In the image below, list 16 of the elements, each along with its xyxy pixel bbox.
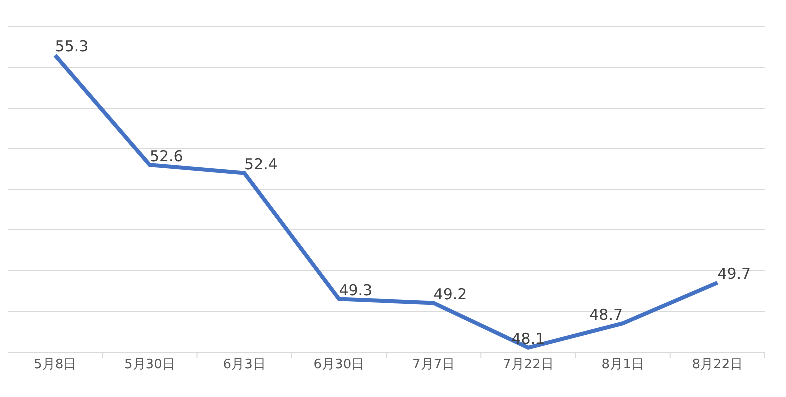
x-tick-label: 6月30日 xyxy=(314,358,365,373)
data-label: 55.3 xyxy=(55,38,89,56)
x-tick-label: 8月1日 xyxy=(602,358,644,373)
x-tick-label: 7月7日 xyxy=(412,358,456,373)
x-tick-label: 6月3日 xyxy=(223,358,266,373)
x-tick-label: 5月30日 xyxy=(124,358,176,373)
x-tick-label: 8月22日 xyxy=(692,358,744,373)
data-label: 48.7 xyxy=(590,306,624,324)
x-tick-label: 5月8日 xyxy=(34,358,77,373)
data-label: 52.6 xyxy=(150,147,184,166)
data-label: 49.2 xyxy=(434,286,468,304)
data-label: 49.3 xyxy=(339,281,373,300)
data-label: 52.4 xyxy=(244,156,278,174)
data-label: 49.7 xyxy=(718,265,752,284)
data-label: 48.1 xyxy=(512,330,546,348)
x-tick-label: 7月22日 xyxy=(503,358,554,373)
